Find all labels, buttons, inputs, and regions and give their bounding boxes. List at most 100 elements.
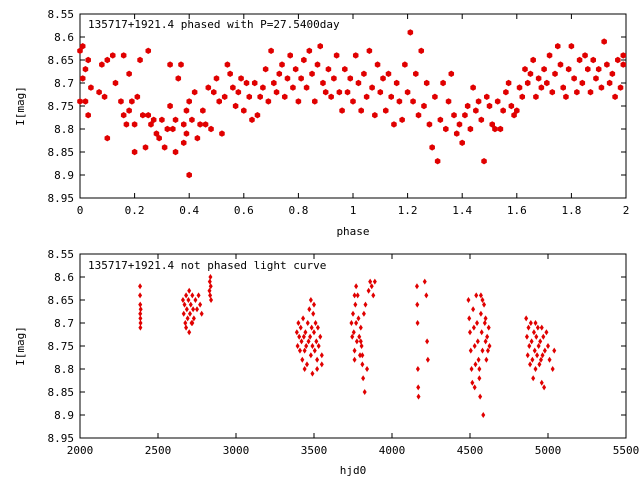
data-point: [167, 61, 173, 68]
data-point: [77, 98, 83, 105]
y-tick-label: 8.8: [54, 363, 74, 376]
x-tick-label: 1.2: [398, 204, 418, 217]
data-point: [207, 278, 212, 285]
data-point: [315, 324, 320, 331]
data-point: [131, 148, 138, 156]
data-point: [120, 112, 127, 119]
data-point: [193, 297, 198, 303]
data-point: [304, 343, 309, 349]
x-tick-label: 2: [623, 204, 630, 217]
data-point: [598, 84, 605, 91]
data-point: [574, 89, 580, 96]
data-point: [207, 287, 212, 294]
data-point: [479, 329, 484, 336]
data-point: [467, 315, 472, 322]
data-point: [349, 320, 354, 326]
data-point: [480, 297, 485, 303]
data-point: [415, 301, 420, 308]
data-point: [473, 361, 478, 368]
data-point: [208, 125, 214, 133]
data-point: [464, 102, 471, 110]
data-point: [191, 89, 198, 96]
data-point: [276, 70, 283, 77]
data-point: [391, 121, 397, 128]
data-point: [415, 320, 420, 326]
data-point: [418, 47, 425, 54]
data-point: [202, 121, 209, 128]
data-point: [532, 347, 537, 354]
data-point: [432, 93, 438, 100]
data-point: [216, 98, 222, 105]
data-point: [380, 75, 386, 82]
data-point: [254, 112, 261, 119]
data-point: [466, 297, 471, 303]
data-point: [538, 356, 543, 363]
data-point: [560, 84, 566, 91]
data-point: [563, 93, 569, 100]
data-point: [180, 121, 187, 128]
data-point: [593, 75, 599, 82]
data-point: [539, 324, 544, 331]
data-point: [183, 130, 190, 137]
data-point: [301, 56, 307, 64]
data-point: [353, 301, 358, 308]
data-point: [360, 352, 365, 359]
data-point: [306, 338, 311, 345]
data-point: [268, 47, 274, 54]
data-point: [199, 310, 204, 317]
data-point: [416, 393, 421, 400]
data-point: [230, 84, 236, 91]
data-point: [372, 278, 377, 285]
data-point: [211, 89, 217, 96]
data-point: [197, 121, 203, 128]
data-point: [301, 315, 306, 322]
data-point: [478, 116, 485, 123]
data-point: [138, 324, 143, 331]
data-point: [257, 93, 263, 100]
data-point: [118, 98, 124, 105]
data-point: [138, 283, 143, 290]
x-tick-label: 1.4: [452, 204, 472, 217]
data-point: [362, 389, 367, 395]
data-point: [533, 366, 538, 372]
data-point: [620, 52, 627, 59]
data-point: [313, 320, 318, 326]
data-point: [365, 366, 370, 372]
data-point: [587, 89, 594, 96]
data-point: [366, 47, 373, 54]
data-point: [187, 287, 192, 294]
data-point: [232, 102, 239, 110]
phased-light-curve-panel: 135717+1921.4 phased with P=27.5400day p…: [14, 8, 629, 238]
data-point: [481, 158, 487, 165]
data-point: [369, 283, 374, 290]
data-point: [363, 93, 370, 100]
data-point: [109, 52, 116, 59]
data-point: [462, 112, 468, 119]
data-point: [606, 79, 613, 87]
data-point: [361, 70, 367, 77]
data-point: [552, 70, 558, 77]
data-point: [344, 89, 351, 96]
data-point: [377, 89, 384, 96]
x-tick-label: 3000: [223, 444, 250, 457]
data-point: [126, 70, 132, 77]
data-point: [205, 84, 212, 91]
data-point: [565, 66, 572, 73]
x-tick-label: 2000: [67, 444, 94, 457]
data-point: [352, 356, 357, 363]
data-point: [196, 292, 201, 299]
x-tick-label: 1.8: [561, 204, 581, 217]
data-point: [576, 56, 583, 64]
data-point: [476, 356, 481, 363]
data-point: [475, 320, 480, 326]
data-point: [213, 75, 220, 82]
y-tick-label: 8.55: [48, 248, 75, 261]
data-point: [524, 79, 531, 87]
data-point: [150, 116, 157, 123]
data-point: [304, 361, 309, 368]
data-point: [238, 75, 244, 82]
data-point: [246, 93, 253, 100]
data-point: [351, 310, 355, 317]
data-point: [187, 310, 192, 317]
data-point: [138, 292, 143, 299]
